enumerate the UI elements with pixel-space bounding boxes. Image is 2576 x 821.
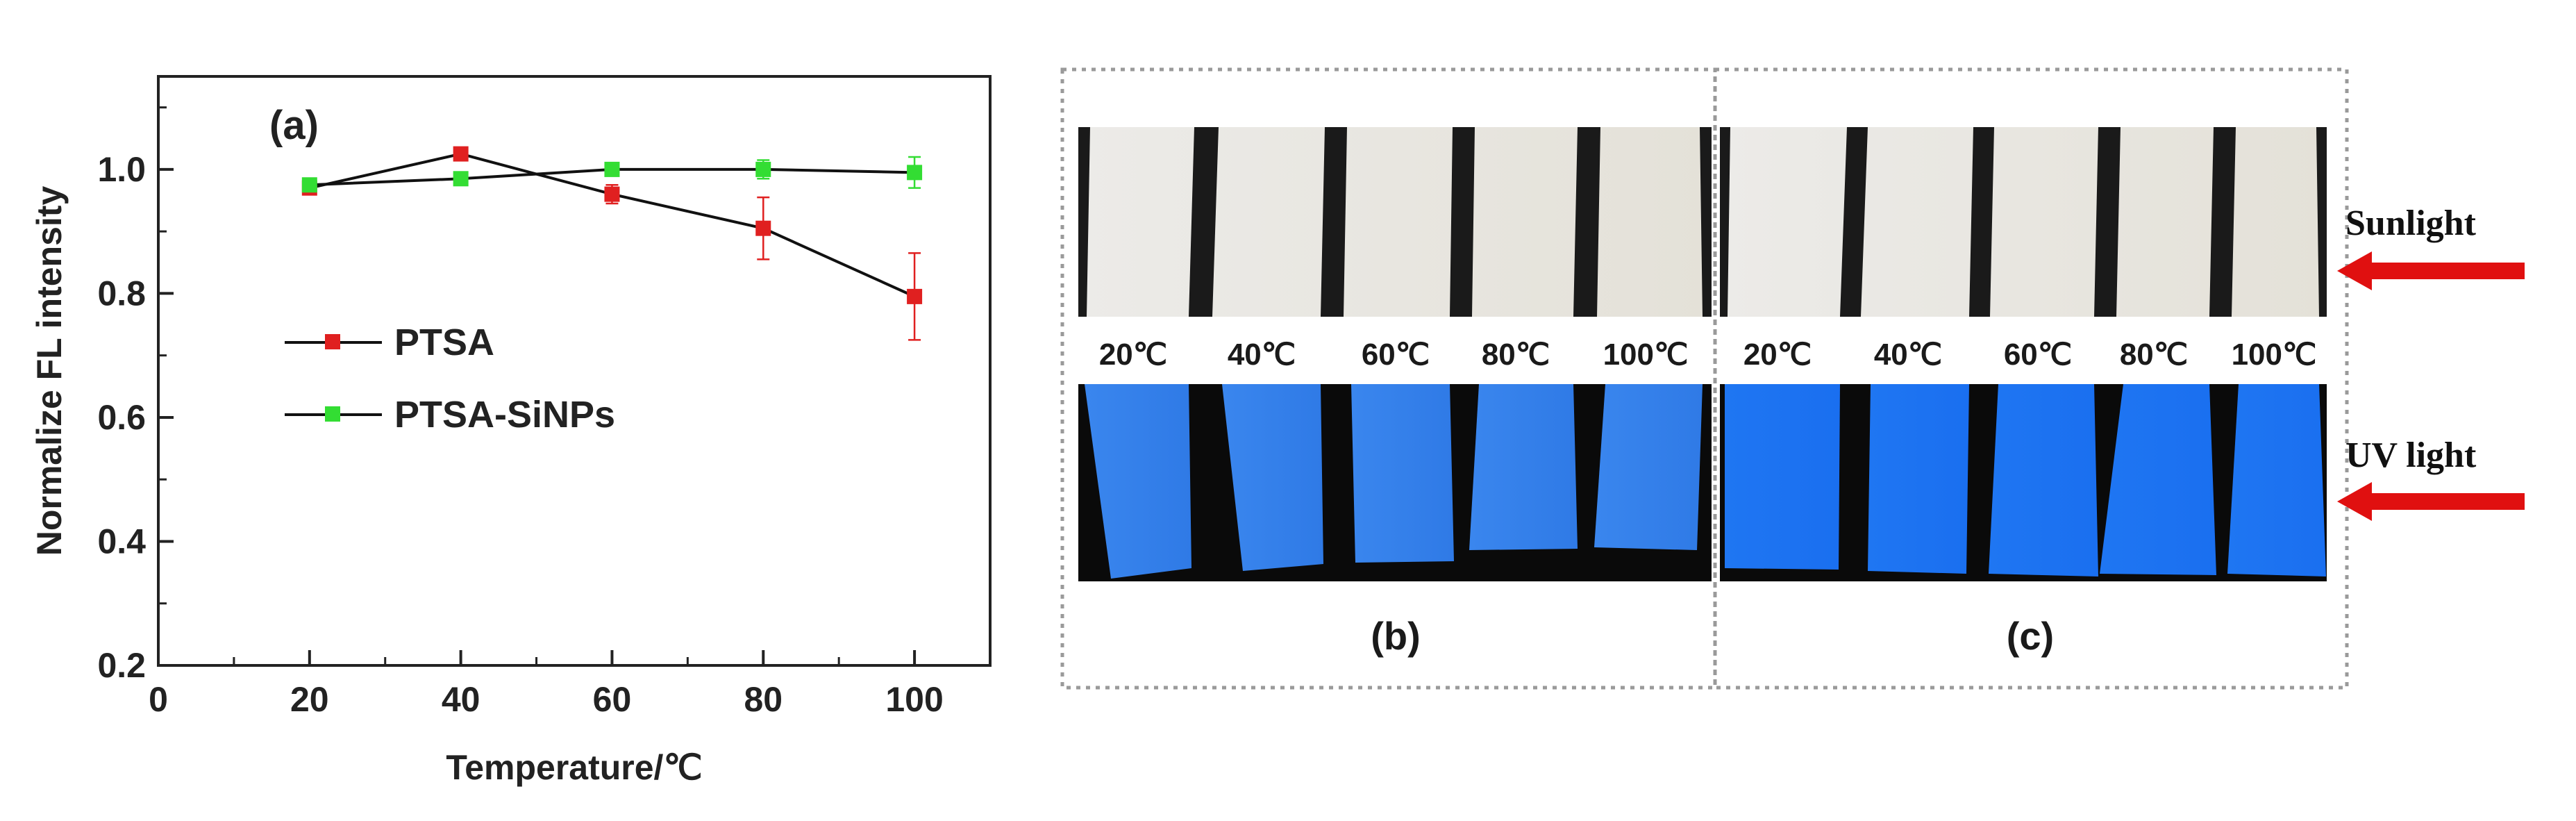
sunlight-label: Sunlight xyxy=(2345,204,2477,243)
x-tick-label: 60 xyxy=(593,680,632,719)
sunlight-arrow-icon xyxy=(2337,251,2525,290)
data-point xyxy=(907,288,923,304)
x-tick-label: 40 xyxy=(442,680,480,719)
data-point xyxy=(604,161,620,177)
x-axis-label: Temperature/℃ xyxy=(446,748,702,787)
panel-b-label: (b) xyxy=(1371,614,1421,658)
temp-label-c-2: 40℃ xyxy=(1874,338,1942,372)
data-point xyxy=(301,177,317,193)
temp-label-c-3: 60℃ xyxy=(2004,338,2072,372)
series-ptsa-sinps xyxy=(301,156,923,193)
data-point xyxy=(755,161,771,177)
sunlight-photo-b xyxy=(1078,127,1712,317)
y-tick-label: 0.4 xyxy=(97,522,146,561)
legend-marker-ptsa xyxy=(325,334,340,349)
x-tick-labels: 0 20 40 60 80 100 xyxy=(149,680,944,719)
y-tick-labels: 0.2 0.4 0.6 0.8 1.0 xyxy=(97,150,146,685)
dotted-frame-c xyxy=(1713,67,2349,690)
uv-light-label: UV light xyxy=(2345,436,2477,475)
data-point xyxy=(604,186,620,202)
temp-label-c-1: 20℃ xyxy=(1743,338,1812,372)
temp-label-b-3: 60℃ xyxy=(1362,338,1430,372)
temp-label-b-4: 80℃ xyxy=(1482,338,1550,372)
legend: PTSA PTSA-SiNPs xyxy=(285,322,615,436)
data-point xyxy=(453,146,469,162)
temperature-labels-b: 20℃ 40℃ 60℃ 80℃ 100℃ xyxy=(1099,338,1689,372)
series-layer xyxy=(301,146,923,341)
y-tick-label: 1.0 xyxy=(97,150,146,189)
x-tick-label: 100 xyxy=(885,680,943,719)
data-point xyxy=(755,220,771,236)
temp-label-c-4: 80℃ xyxy=(2120,338,2188,372)
sunlight-photo-c xyxy=(1720,127,2327,317)
line-chart-panel-a: 0 20 40 60 80 100 0.2 0.4 0.6 0.8 1.0 (a) Tempera… xyxy=(30,75,992,787)
temp-label-b-1: 20℃ xyxy=(1099,338,1167,372)
plot-frame xyxy=(157,75,992,667)
x-tick-label: 20 xyxy=(290,680,329,719)
y-tick-label: 0.2 xyxy=(97,646,146,685)
uv-photo-b xyxy=(1078,384,1712,581)
legend-marker-ptsa-sinps xyxy=(325,406,340,422)
data-point xyxy=(907,165,923,181)
legend-item-ptsa: PTSA xyxy=(285,322,494,363)
dotted-frame-b xyxy=(1060,67,1717,690)
y-axis-label: Normalize FL intensity xyxy=(30,186,69,556)
uv-arrow-icon xyxy=(2337,482,2525,521)
data-point xyxy=(453,171,469,187)
axis-ticks xyxy=(157,106,917,667)
legend-item-ptsa-sinps: PTSA-SiNPs xyxy=(285,394,615,436)
temp-label-b-5: 100℃ xyxy=(1603,338,1689,372)
temp-label-b-2: 40℃ xyxy=(1228,338,1296,372)
uv-annotation: UV light xyxy=(2337,436,2525,521)
panel-a-label: (a) xyxy=(269,103,319,148)
sunlight-annotation: Sunlight xyxy=(2337,204,2525,290)
temp-label-c-5: 100℃ xyxy=(2232,338,2317,372)
y-tick-label: 0.8 xyxy=(97,274,146,313)
legend-label-ptsa: PTSA xyxy=(394,322,494,363)
panel-c-label: (c) xyxy=(2007,614,2054,658)
temperature-labels-c: 20℃ 40℃ 60℃ 80℃ 100℃ xyxy=(1743,338,2317,372)
photo-panels: 20℃ 40℃ 60℃ 80℃ 100℃ 20℃ 40℃ 60℃ 80℃ 100… xyxy=(1060,67,2349,690)
legend-label-ptsa-sinps: PTSA-SiNPs xyxy=(394,394,615,436)
y-tick-label: 0.6 xyxy=(97,398,146,437)
x-tick-label: 80 xyxy=(744,680,783,719)
uv-photo-c xyxy=(1720,384,2327,581)
x-tick-label: 0 xyxy=(149,680,168,719)
